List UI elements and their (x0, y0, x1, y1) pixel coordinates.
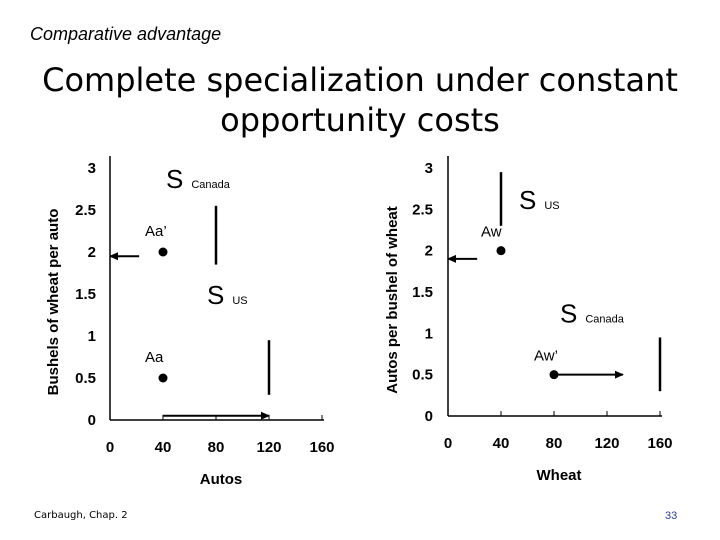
chart-wheat: 0 0.5 1 1.5 2 2.5 3 0 40 80 120 160 Autos per bushel… (384, 156, 673, 484)
y-tick-label: 2 (425, 243, 433, 260)
supply-label: S US (207, 280, 248, 310)
y-tick-label: 1.5 (75, 286, 96, 303)
y-tick-label: 3 (425, 160, 433, 177)
y-tick-label: 2.5 (412, 201, 433, 218)
x-tick-label: 160 (309, 439, 334, 456)
supply-label-letter: S (207, 280, 224, 310)
x-tick-label: 80 (546, 435, 563, 452)
x-tick-label: 80 (208, 439, 225, 456)
y-tick-label: 2.5 (75, 202, 96, 219)
point-marker (158, 373, 168, 383)
x-tick-label: 40 (155, 439, 172, 456)
supply-label-country: Canada (585, 314, 624, 326)
slide-title: Complete specialization under constant o… (0, 60, 720, 140)
point-marker (549, 370, 559, 380)
page-number: 33 (665, 510, 678, 522)
footer-source: Carbaugh, Chap. 2 (34, 510, 128, 521)
point-marker (158, 247, 168, 257)
y-tick-label: 1 (88, 328, 96, 345)
supply-label-letter: S (519, 185, 536, 215)
supply-label: S Canada (560, 299, 625, 329)
y-tick-label: 0.5 (75, 370, 96, 387)
slide-title-line2: opportunity costs (220, 101, 500, 139)
y-tick-label: 1 (425, 325, 433, 342)
chart-autos: 0 0.5 1 1.5 2 2.5 3 0 40 80 120 160 Bushels of wheat… (45, 156, 335, 488)
supply-label-country: Canada (191, 179, 230, 191)
y-tick-label: 1.5 (412, 284, 433, 301)
x-tick-label: 40 (493, 435, 510, 452)
supply-label-country: US (232, 295, 247, 307)
point-marker (496, 246, 506, 256)
slide-header: Comparative advantage (30, 24, 222, 44)
point-label: Aa (145, 349, 164, 366)
x-tick-label: 120 (256, 439, 281, 456)
supply-label: S US (519, 185, 560, 215)
y-axis-title: Bushels of wheat per auto (45, 209, 62, 396)
y-tick-label: 2 (88, 244, 96, 261)
y-tick-label: 3 (88, 160, 96, 177)
y-tick-label: 0 (88, 412, 96, 429)
x-axis-title: Autos (200, 471, 243, 488)
supply-label-letter: S (560, 299, 577, 329)
x-axis-title: Wheat (537, 467, 582, 484)
point-label: Aw (481, 224, 502, 241)
x-tick-label: 0 (444, 435, 452, 452)
x-tick-label: 0 (106, 439, 114, 456)
supply-label-letter: S (166, 164, 183, 194)
x-tick-label: 120 (594, 435, 619, 452)
supply-label-country: US (544, 200, 559, 212)
y-axis-title: Autos per bushel of wheat (384, 206, 401, 394)
point-label: Aa’ (145, 223, 167, 240)
x-tick-label: 160 (647, 435, 672, 452)
slide-title-line1: Complete specialization under constant (42, 61, 678, 99)
point-label: Aw’ (534, 348, 558, 365)
supply-label: S Canada (166, 164, 231, 194)
y-tick-label: 0.5 (412, 367, 433, 384)
y-tick-label: 0 (425, 408, 433, 425)
